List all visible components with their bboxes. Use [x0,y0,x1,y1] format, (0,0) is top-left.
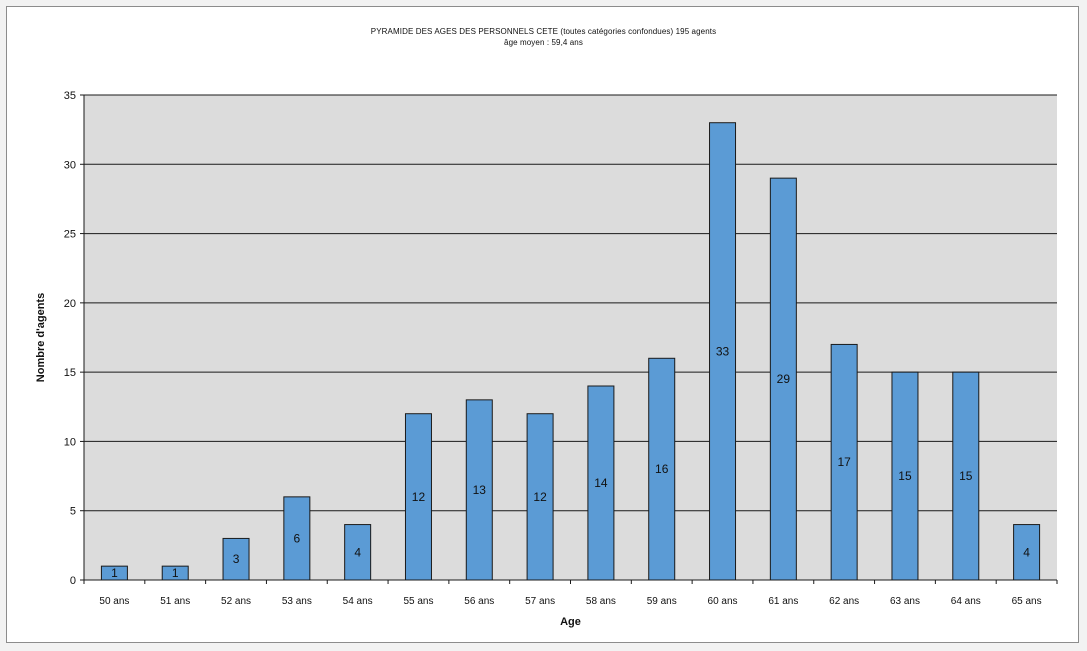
data-label: 6 [294,531,301,545]
chart-subtitle: âge moyen : 59,4 ans [504,38,583,47]
y-tick-label: 10 [64,436,76,448]
data-label: 4 [1023,545,1030,559]
data-label: 13 [473,483,487,497]
data-label: 12 [533,490,547,504]
bar [648,357,676,581]
data-label: 17 [837,455,851,469]
bar [587,385,615,581]
chart-title: PYRAMIDE DES AGES DES PERSONNELS CETE (t… [370,27,717,36]
bar [344,524,372,581]
bar [283,496,311,581]
bar [465,399,493,581]
data-label: 1 [172,566,179,580]
y-axis-title: Nombre d'agents [35,293,47,382]
bars [100,122,1041,581]
x-tick-label: 64 ans [951,596,981,607]
data-label: 16 [655,462,669,476]
y-tick-label: 0 [70,575,76,587]
data-label: 3 [233,552,240,566]
y-tick-label: 25 [64,229,76,241]
x-tick-label: 57 ans [525,596,555,607]
data-label: 33 [716,344,730,358]
x-tick-label: 55 ans [403,596,433,607]
x-tick-label: 65 ans [1012,596,1042,607]
data-label: 1 [111,566,118,580]
y-tick-label: 35 [64,90,76,102]
bar [891,371,919,581]
x-axis-ticks: 50 ans 51 ans 52 ans 53 ans 54 ans 55 ans 56 a… [83,580,1058,607]
bar [222,537,250,581]
x-tick-label: 52 ans [221,596,251,607]
bar [830,343,858,581]
x-tick-label: 61 ans [768,596,798,607]
data-label: 29 [777,372,791,386]
x-tick-label: 53 ans [282,596,312,607]
x-tick-label: 63 ans [890,596,920,607]
data-label: 15 [959,469,973,483]
y-tick-label: 30 [64,159,76,171]
x-tick-label: 56 ans [464,596,494,607]
x-tick-label: 51 ans [160,596,190,607]
bar [404,413,432,581]
x-tick-label: 58 ans [586,596,616,607]
bar [1013,524,1041,581]
y-tick-label: 15 [64,367,76,379]
y-axis-ticks: 0 5 10 15 20 25 30 35 [64,90,84,587]
x-tick-label: 59 ans [647,596,677,607]
x-tick-label: 62 ans [829,596,859,607]
data-label: 14 [594,476,608,490]
y-tick-label: 20 [64,298,76,310]
data-label: 12 [412,490,426,504]
data-label: 15 [898,469,912,483]
y-tick-label: 5 [70,506,76,518]
x-tick-label: 60 ans [708,596,738,607]
data-label: 4 [354,545,361,559]
x-tick-label: 50 ans [99,596,129,607]
x-axis-title: Age [560,616,581,628]
x-tick-label: 54 ans [343,596,373,607]
bar [952,371,980,581]
